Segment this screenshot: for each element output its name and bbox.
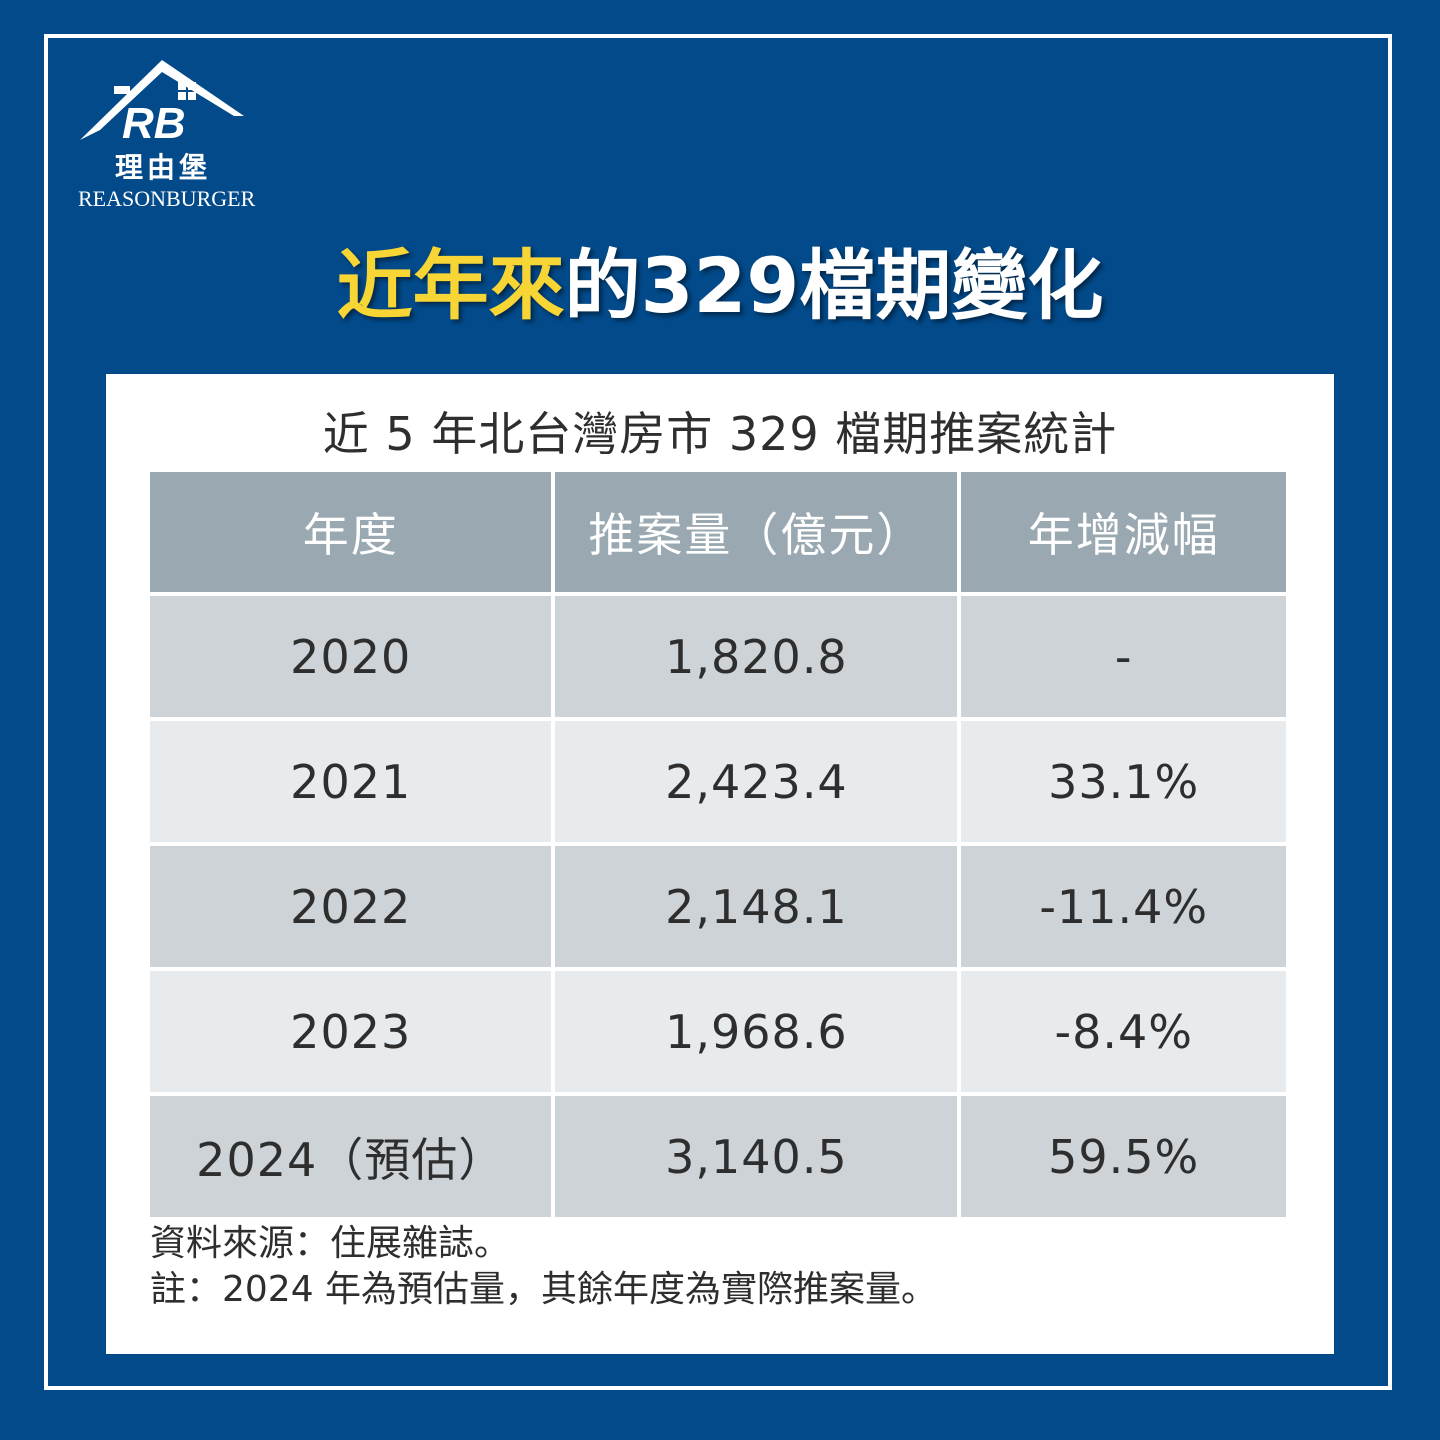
table-row: 2024（預估） 3,140.5 59.5%	[150, 1096, 1286, 1217]
presale-stats-table: 年度 推案量（億元） 年增減幅 2020 1,820.8 - 2021 2,42…	[146, 468, 1290, 1221]
cell-growth: -11.4%	[961, 846, 1286, 967]
cell-year: 2024（預估）	[150, 1096, 552, 1217]
cell-year: 2020	[150, 596, 552, 717]
brand-initials: RB	[122, 99, 186, 148]
cell-year: 2021	[150, 721, 552, 842]
cell-volume: 1,820.8	[555, 596, 958, 717]
header-volume: 推案量（億元）	[555, 472, 958, 592]
remark-note: 註：2024 年為預估量，其餘年度為實際推案量。	[150, 1269, 938, 1310]
table-title: 近 5 年北台灣房市 329 檔期推案統計	[322, 407, 1118, 461]
cell-growth: 59.5%	[961, 1096, 1286, 1217]
header-year: 年度	[150, 472, 552, 592]
cell-volume: 2,423.4	[555, 721, 958, 842]
brand-name-cn: 理由堡	[114, 151, 211, 184]
table-row: 2020 1,820.8 -	[150, 596, 1286, 717]
headline-rest: 的329檔期變化	[564, 241, 1104, 330]
brand-logo: RB 理由堡 REASONBURGER	[78, 58, 278, 218]
source-note: 資料來源：住展雜誌。	[150, 1223, 511, 1264]
table-card: 近 5 年北台灣房市 329 檔期推案統計 年度 推案量（億元） 年增減幅 20…	[106, 374, 1334, 1354]
header-growth: 年增減幅	[961, 472, 1286, 592]
cell-year: 2022	[150, 846, 552, 967]
table-row: 2023 1,968.6 -8.4%	[150, 971, 1286, 1092]
house-roof-icon: RB	[80, 60, 244, 148]
cell-volume: 2,148.1	[555, 846, 958, 967]
cell-growth: -8.4%	[961, 971, 1286, 1092]
cell-volume: 1,968.6	[555, 971, 958, 1092]
cell-year: 2023	[150, 971, 552, 1092]
white-border-frame	[44, 34, 1392, 1390]
brand-name-en: REASONBURGER	[78, 186, 256, 211]
table-row: 2022 2,148.1 -11.4%	[150, 846, 1286, 967]
headline-highlight: 近年來	[336, 241, 565, 330]
table-row: 2021 2,423.4 33.1%	[150, 721, 1286, 842]
cell-volume: 3,140.5	[555, 1096, 958, 1217]
cell-growth: 33.1%	[961, 721, 1286, 842]
cell-growth: -	[961, 596, 1286, 717]
page-headline: 近年來的329檔期變化	[0, 238, 1440, 334]
table-header-row: 年度 推案量（億元） 年增減幅	[150, 472, 1286, 592]
